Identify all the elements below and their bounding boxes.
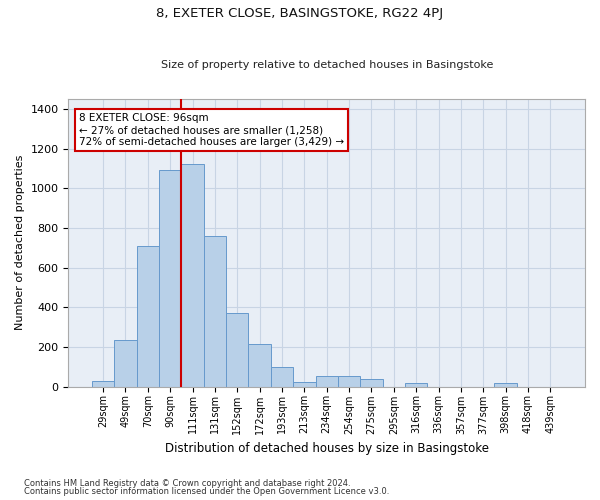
Bar	[181, 164, 204, 386]
Bar	[137, 246, 159, 386]
Title: Size of property relative to detached houses in Basingstoke: Size of property relative to detached ho…	[161, 60, 493, 70]
Bar	[226, 313, 248, 386]
Text: Contains public sector information licensed under the Open Government Licence v3: Contains public sector information licen…	[24, 487, 389, 496]
Text: Contains HM Land Registry data © Crown copyright and database right 2024.: Contains HM Land Registry data © Crown c…	[24, 478, 350, 488]
Text: 8 EXETER CLOSE: 96sqm
← 27% of detached houses are smaller (1,258)
72% of semi-d: 8 EXETER CLOSE: 96sqm ← 27% of detached …	[79, 114, 344, 146]
Bar	[248, 344, 271, 387]
Bar	[338, 376, 360, 386]
Bar	[114, 340, 137, 386]
Text: 8, EXETER CLOSE, BASINGSTOKE, RG22 4PJ: 8, EXETER CLOSE, BASINGSTOKE, RG22 4PJ	[157, 8, 443, 20]
Bar	[360, 378, 383, 386]
Y-axis label: Number of detached properties: Number of detached properties	[15, 155, 25, 330]
Bar	[204, 236, 226, 386]
Bar	[92, 380, 114, 386]
X-axis label: Distribution of detached houses by size in Basingstoke: Distribution of detached houses by size …	[165, 442, 489, 455]
Bar	[494, 382, 517, 386]
Bar	[316, 376, 338, 386]
Bar	[271, 366, 293, 386]
Bar	[405, 382, 427, 386]
Bar	[159, 170, 181, 386]
Bar	[293, 382, 316, 386]
